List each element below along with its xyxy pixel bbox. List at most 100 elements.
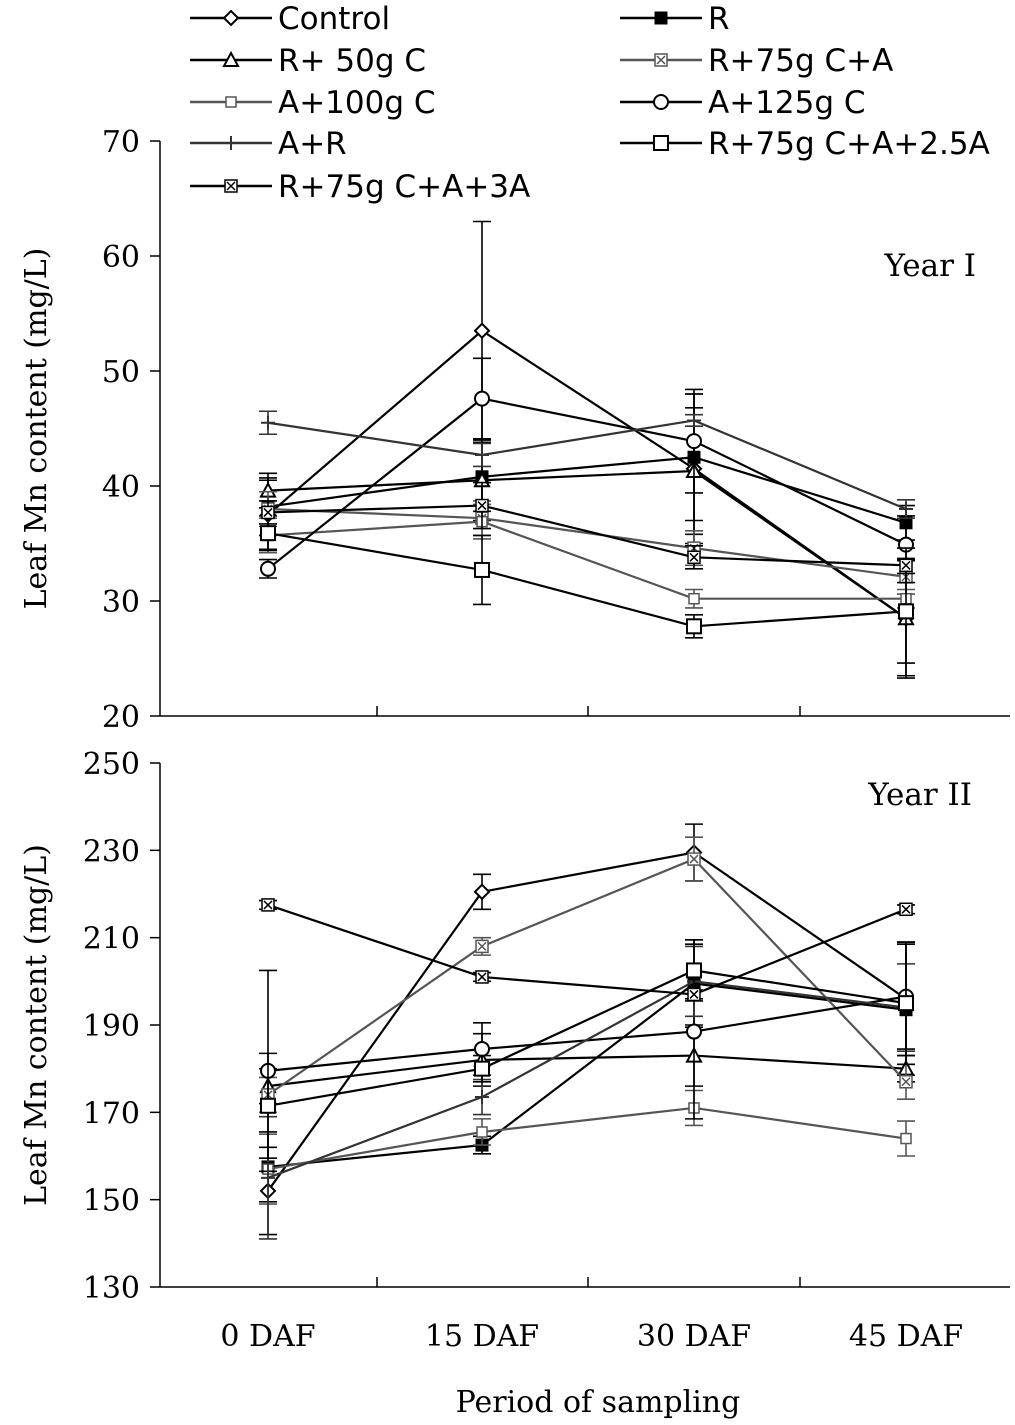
series-line	[267, 329, 907, 620]
data-point	[686, 1023, 702, 1040]
legend-item-a-r: A+R	[190, 126, 347, 162]
series-line	[267, 1054, 907, 1088]
series-r-75g-c-a-3a	[259, 898, 915, 1002]
legend-marker-a-100g-c	[225, 96, 237, 108]
data-point	[687, 550, 701, 565]
panel-year-1: 20 30 40 50 60 70 Leaf Mn content (mg/L) Year I	[19, 125, 1010, 735]
series-a-100g-c	[259, 1089, 915, 1205]
series-r	[259, 939, 915, 1203]
legend-marker-r-75g-c-a-2-5a	[653, 135, 669, 151]
legend-item-r-75g-c-a-2-5a: R+75g C+A+2.5A	[620, 126, 990, 162]
x-axis: 0 DAF 15 DAF 30 DAF 45 DAF	[220, 1319, 963, 1354]
data-point	[476, 1126, 488, 1138]
legend-label-a-r: A+R	[278, 126, 347, 162]
panel-year-2: 130 150 170 190 210 230 250 Leaf Mn content (mg…	[19, 747, 1010, 1306]
y-tick-label: 40	[102, 470, 140, 505]
legend-label-a-100g-c: A+100g C	[278, 85, 436, 121]
y-tick-label: 190	[83, 1009, 140, 1044]
series-a-r	[259, 410, 915, 519]
series-line	[267, 456, 907, 524]
legend-item-r-50g-c: R+ 50g C	[190, 43, 426, 79]
legend-marker-r-50g-c	[222, 50, 240, 67]
series-r-75g-c-a	[259, 836, 915, 1114]
data-point	[260, 1097, 276, 1114]
series-line	[267, 532, 907, 628]
data-point	[473, 322, 491, 340]
data-point	[261, 415, 275, 430]
data-point	[474, 561, 490, 578]
panel-label: Year I	[883, 248, 976, 284]
series-line	[267, 520, 906, 600]
y-tick-label: 130	[83, 1271, 140, 1306]
legend-label-r-75g-c-a: R+75g C+A	[708, 43, 893, 79]
data-point	[687, 413, 701, 428]
data-point	[474, 1060, 490, 1077]
series-line	[267, 982, 907, 1169]
data-point	[261, 898, 275, 912]
data-point	[473, 883, 491, 901]
y-tick-label: 230	[83, 834, 140, 869]
legend-label-r-75g-c-a-2-5a: R+75g C+A+2.5A	[708, 126, 990, 162]
series-control	[259, 823, 915, 1236]
y-tick-label: 20	[102, 700, 140, 735]
x-tick-label: 0 DAF	[220, 1319, 315, 1354]
y-tick-label: 70	[102, 125, 140, 160]
legend-label-r-50g-c: R+ 50g C	[278, 43, 426, 79]
series-r-75g-c-a-2-5a	[259, 515, 915, 664]
series-r	[259, 393, 915, 541]
legend-marker-a-125g-c	[653, 94, 669, 110]
x-axis-title: Period of sampling	[456, 1385, 741, 1420]
legend-marker-r-75g-c-a-3a	[224, 179, 238, 193]
y-tick-label: 30	[102, 585, 140, 620]
data-point	[899, 1075, 913, 1089]
y-tick-label: 50	[102, 355, 140, 390]
series-line	[267, 419, 907, 511]
data-point	[899, 502, 913, 516]
series-a-125g-c	[259, 357, 915, 579]
legend-marker-r-75g-c-a	[654, 53, 668, 67]
data-point	[260, 525, 276, 542]
data-point	[475, 1090, 489, 1105]
legend-marker-r	[654, 11, 668, 25]
legend-label-r: R	[708, 1, 730, 37]
legend-marker-a-r	[224, 136, 238, 150]
y-tick-label: 150	[83, 1184, 140, 1219]
series-line	[267, 1106, 907, 1171]
data-point	[475, 970, 489, 984]
data-point	[686, 618, 702, 635]
data-point	[686, 962, 702, 979]
legend-item-control: Control	[190, 1, 390, 37]
y-axis-title: Leaf Mn content (mg/L)	[19, 248, 54, 610]
data-point	[898, 995, 914, 1012]
x-tick-label: 45 DAF	[849, 1319, 963, 1354]
legend-label-control: Control	[278, 1, 390, 37]
data-point	[261, 505, 275, 520]
data-point	[475, 939, 489, 954]
series-line	[267, 851, 907, 1192]
legend-label-r-75g-c-a-3a: R+75g C+A+3A	[278, 169, 530, 205]
y-tick-label: 210	[83, 922, 140, 957]
series-r-75g-c-a-3a	[259, 481, 915, 584]
data-point	[687, 852, 701, 866]
series-line	[267, 857, 907, 1096]
data-point	[261, 1170, 275, 1185]
legend-item-r-75g-c-a: R+75g C+A	[620, 43, 893, 79]
series-line	[267, 903, 907, 996]
data-point	[474, 1041, 490, 1058]
data-point	[475, 447, 489, 462]
legend-item-a-100g-c: A+100g C	[190, 85, 436, 121]
data-point	[898, 603, 914, 620]
panel-label: Year II	[867, 777, 972, 813]
y-axis-title: Leaf Mn content (mg/L)	[19, 844, 54, 1206]
y-tick-label: 250	[83, 747, 140, 782]
y-tick-label: 170	[83, 1096, 140, 1131]
data-point	[900, 1132, 912, 1145]
data-point	[474, 390, 490, 407]
data-point	[686, 433, 702, 450]
legend-item-r: R	[620, 1, 730, 37]
legend-item-a-125g-c: A+125g C	[620, 85, 866, 121]
series-line	[267, 995, 907, 1072]
series-line	[267, 980, 907, 1179]
data-point	[260, 560, 276, 577]
